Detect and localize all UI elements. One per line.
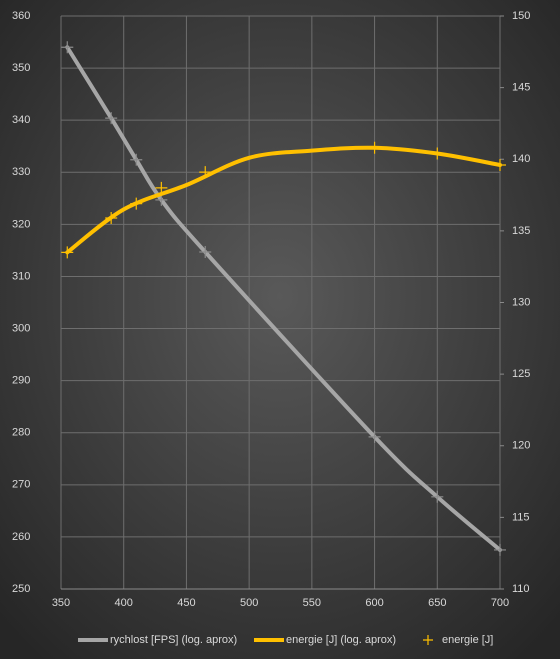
marker bbox=[494, 158, 506, 171]
legend-label: energie [J] (log. aprox) bbox=[286, 634, 396, 646]
y-tick-label: 340 bbox=[12, 114, 30, 126]
marker bbox=[130, 197, 143, 210]
marker bbox=[61, 246, 74, 259]
marker bbox=[61, 41, 74, 54]
marker bbox=[155, 181, 168, 194]
y-tick-label: 310 bbox=[12, 270, 30, 282]
marker bbox=[199, 166, 212, 179]
y2-tick-label: 150 bbox=[512, 10, 530, 22]
y-tick-label: 300 bbox=[12, 322, 30, 334]
x-tick-label: 350 bbox=[52, 597, 70, 609]
y-tick-label: 270 bbox=[12, 479, 30, 491]
y2-tick-label: 110 bbox=[512, 583, 530, 595]
marker bbox=[105, 112, 118, 125]
y-tick-label: 330 bbox=[12, 166, 30, 178]
marker bbox=[494, 543, 506, 556]
y-tick-label: 350 bbox=[12, 62, 30, 74]
y-tick-label: 290 bbox=[12, 375, 30, 387]
x-tick-label: 500 bbox=[240, 597, 258, 609]
marker bbox=[199, 245, 212, 258]
marker bbox=[368, 141, 381, 154]
y2-tick-label: 115 bbox=[512, 511, 530, 523]
marker bbox=[130, 153, 143, 166]
y-tick-label: 320 bbox=[12, 218, 30, 230]
y2-tick-label: 120 bbox=[512, 440, 530, 452]
x-tick-label: 550 bbox=[303, 597, 321, 609]
y2-tick-label: 135 bbox=[512, 225, 530, 237]
x-tick-label: 450 bbox=[177, 597, 195, 609]
y2-tick-label: 130 bbox=[512, 296, 530, 308]
y-tick-label: 250 bbox=[12, 583, 30, 595]
marker bbox=[431, 490, 444, 503]
y2-tick-label: 125 bbox=[512, 368, 530, 380]
x-tick-label: 400 bbox=[115, 597, 133, 609]
y-tick-label: 360 bbox=[12, 10, 30, 22]
x-tick-label: 700 bbox=[491, 597, 509, 609]
marker bbox=[431, 147, 444, 160]
y-tick-label: 280 bbox=[12, 427, 30, 439]
legend-swatch bbox=[423, 635, 433, 645]
marker bbox=[105, 211, 118, 224]
series-line bbox=[65, 145, 502, 255]
marker bbox=[368, 430, 381, 443]
x-tick-label: 600 bbox=[365, 597, 383, 609]
x-tick-label: 650 bbox=[428, 597, 446, 609]
legend-label: energie [J] bbox=[442, 634, 493, 646]
y-tick-label: 260 bbox=[12, 531, 30, 543]
legend-label: rychlost [FPS] (log. aprox) bbox=[110, 634, 237, 646]
y2-tick-label: 145 bbox=[512, 82, 530, 94]
y2-tick-label: 140 bbox=[512, 153, 530, 165]
